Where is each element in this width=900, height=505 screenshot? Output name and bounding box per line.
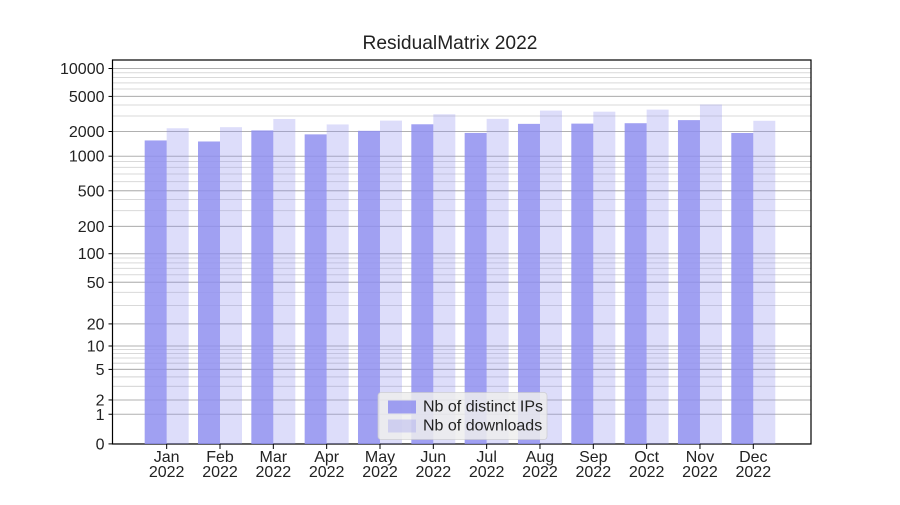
svg-text:Nb of downloads: Nb of downloads	[423, 418, 542, 435]
svg-text:0: 0	[96, 436, 105, 453]
svg-text:500: 500	[78, 183, 105, 200]
svg-text:2022: 2022	[362, 464, 398, 481]
svg-text:2022: 2022	[416, 464, 452, 481]
svg-text:50: 50	[87, 275, 105, 292]
svg-text:10000: 10000	[60, 61, 105, 78]
svg-text:200: 200	[78, 219, 105, 236]
svg-text:5: 5	[96, 362, 105, 379]
svg-text:5000: 5000	[69, 89, 105, 106]
svg-text:2000: 2000	[69, 124, 105, 141]
svg-text:20: 20	[87, 316, 105, 333]
svg-text:2022: 2022	[309, 464, 345, 481]
svg-text:2022: 2022	[202, 464, 238, 481]
svg-text:10: 10	[87, 339, 105, 356]
svg-text:2022: 2022	[256, 464, 292, 481]
svg-text:Nb of distinct IPs: Nb of distinct IPs	[423, 399, 543, 416]
svg-text:2022: 2022	[576, 464, 612, 481]
svg-text:2022: 2022	[149, 464, 185, 481]
svg-text:2022: 2022	[469, 464, 505, 481]
svg-text:2022: 2022	[629, 464, 665, 481]
svg-text:2022: 2022	[522, 464, 558, 481]
svg-text:1000: 1000	[69, 149, 105, 166]
svg-text:2: 2	[96, 392, 105, 409]
svg-text:100: 100	[78, 246, 105, 263]
svg-text:2022: 2022	[736, 464, 772, 481]
svg-text:2022: 2022	[682, 464, 718, 481]
